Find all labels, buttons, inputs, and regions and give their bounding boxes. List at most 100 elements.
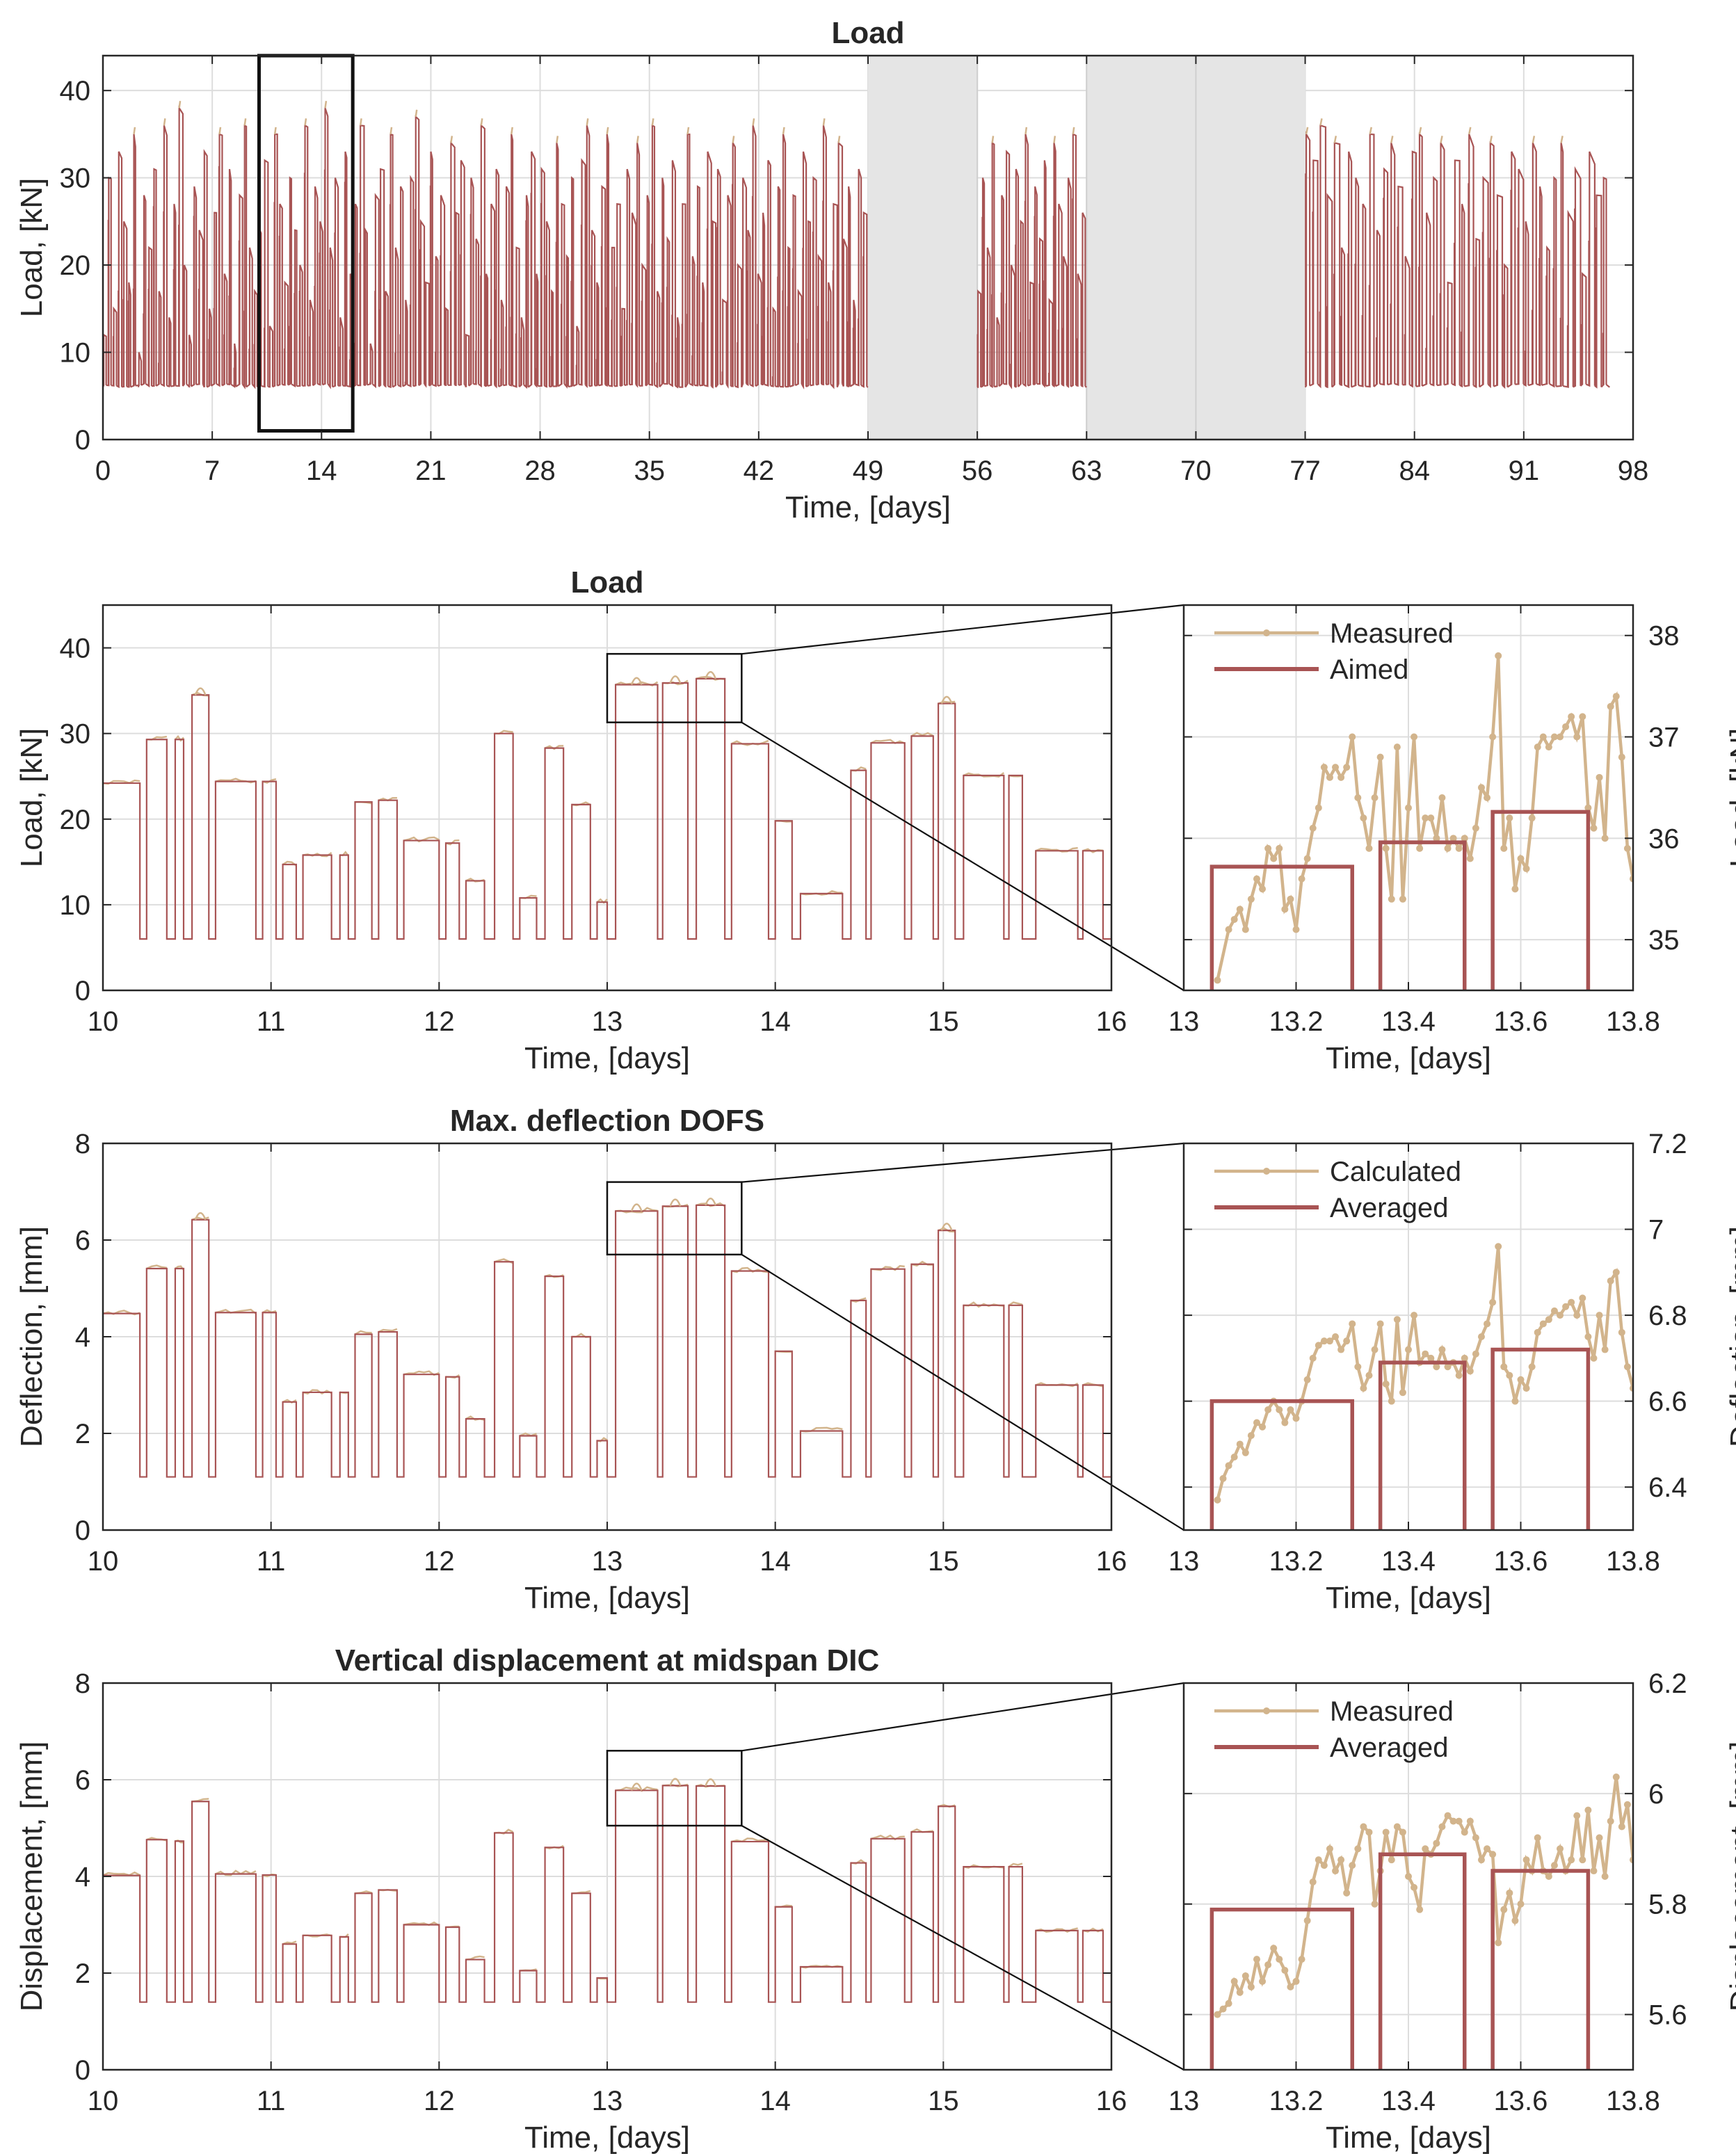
measured-point <box>1354 794 1362 801</box>
measured-point <box>1326 1337 1333 1345</box>
measured-overshoot <box>194 687 207 695</box>
measured-point <box>1444 844 1452 852</box>
x-tick-label: 13.8 <box>1606 2086 1660 2116</box>
zoom-connector-line <box>741 1253 1184 1531</box>
measured-point <box>1230 915 1238 923</box>
load-detail-axes <box>102 604 1184 991</box>
measured-point <box>1444 1363 1452 1371</box>
measured-point <box>1416 844 1424 852</box>
measured-point <box>1590 1867 1598 1875</box>
aimed-series-line <box>103 1204 1111 1478</box>
measured-point <box>1281 1967 1289 1974</box>
measured-point <box>1623 844 1631 852</box>
y-tick-label: 40 <box>60 76 91 106</box>
x-tick-label: 0 <box>95 456 111 486</box>
x-tick-label: 63 <box>1071 456 1102 486</box>
measured-point <box>1270 1945 1278 1952</box>
measured-point <box>1550 1862 1558 1869</box>
deflection-inset-axes: Calculated Averaged <box>1183 1143 1634 1530</box>
y-tick-label: 0 <box>75 976 90 1006</box>
measured-point <box>1455 1817 1463 1825</box>
zoom-box <box>606 1181 743 1256</box>
displacement-inset-axes: Measured Averaged <box>1183 1682 1634 2070</box>
y-tick-label: 6.4 <box>1648 1472 1687 1503</box>
measured-point <box>1214 976 1221 984</box>
measured-point <box>1506 814 1513 822</box>
measured-point <box>1596 1312 1603 1319</box>
y-axis-label: Displacement, [mm] <box>15 1741 49 2012</box>
x-tick-label: 13.8 <box>1606 1006 1660 1037</box>
x-tick-label: 16 <box>1096 2086 1127 2116</box>
measured-point <box>1410 1312 1418 1319</box>
measured-point <box>1332 764 1340 771</box>
y-tick-label: 20 <box>60 805 91 835</box>
measured-point <box>1399 1389 1406 1397</box>
measured-point <box>1534 1328 1541 1336</box>
measured-point <box>1259 1977 1267 1985</box>
averaged-block <box>1490 810 1591 990</box>
measured-point <box>1568 1856 1575 1864</box>
measured-point <box>1584 1806 1592 1814</box>
y-tick-label: 5.6 <box>1648 2000 1687 2031</box>
measured-point <box>1568 713 1575 721</box>
y-tick-label: 20 <box>60 250 91 281</box>
measured-point <box>1405 1346 1412 1353</box>
measured-point <box>1247 1983 1255 1990</box>
x-tick-label: 49 <box>853 456 884 486</box>
measured-point <box>1557 1845 1564 1853</box>
measured-point <box>1315 1856 1322 1864</box>
measured-point <box>1365 1371 1373 1379</box>
measured-point <box>1545 1316 1552 1324</box>
x-tick-label: 13.2 <box>1269 2086 1324 2116</box>
measured-point <box>1405 1873 1412 1880</box>
measured-point <box>1241 1972 1249 1979</box>
x-tick-label: 12 <box>424 1546 455 1577</box>
averaged-block <box>1490 1347 1591 1530</box>
measured-point <box>1287 895 1294 903</box>
measured-point <box>1360 1823 1367 1831</box>
measured-point <box>1399 1828 1406 1836</box>
measured-point <box>1612 1773 1620 1781</box>
averaged-block <box>1209 1907 1354 2070</box>
x-axis-label: Time, [days] <box>785 490 951 524</box>
measured-point <box>1461 835 1468 842</box>
aimed-series-line <box>103 677 1111 940</box>
x-tick-label: 15 <box>928 2086 959 2116</box>
measured-point <box>1337 1856 1345 1864</box>
y-tick-label: 2 <box>75 1958 90 1989</box>
x-tick-label: 42 <box>744 456 775 486</box>
x-tick-label: 13 <box>592 2086 623 2116</box>
measured-point <box>1236 1988 1244 1996</box>
measured-point <box>1607 702 1614 710</box>
x-tick-label: 13.4 <box>1381 2086 1436 2116</box>
measured-point <box>1315 804 1322 812</box>
measured-point <box>1618 1823 1625 1831</box>
measured-point <box>1477 784 1485 791</box>
x-tick-label: 13.4 <box>1381 1546 1436 1577</box>
measured-point <box>1287 1983 1294 1990</box>
zoom-connector-line <box>741 604 1184 655</box>
measured-point <box>1225 2000 1232 2007</box>
measured-point <box>1303 1917 1311 1924</box>
y-tick-label: 2 <box>75 1419 90 1449</box>
deflection-detail-axes <box>102 1142 1184 1531</box>
x-axis-label: Time, [days] <box>1326 1041 1491 1075</box>
measured-point <box>1601 1873 1609 1880</box>
averaged-block <box>1209 1399 1354 1530</box>
measured-point <box>1219 2005 1227 2013</box>
measured-point <box>1332 1867 1340 1875</box>
x-tick-label: 13.4 <box>1381 1006 1436 1037</box>
y-tick-label: 10 <box>60 890 91 921</box>
y-tick-label: 5.8 <box>1648 1890 1687 1920</box>
measured-overshoot <box>705 670 717 679</box>
measured-point <box>1382 1380 1390 1387</box>
x-tick-label: 12 <box>424 2086 455 2116</box>
measured-point <box>1579 713 1586 721</box>
measured-point <box>1253 1956 1260 1963</box>
y-axis-label: Deflection, [mm] <box>1724 1226 1736 1447</box>
measured-point <box>1247 1432 1255 1440</box>
measured-point <box>1545 743 1552 751</box>
measured-point <box>1612 1269 1620 1276</box>
measured-point <box>1388 1397 1395 1405</box>
measured-point <box>1399 895 1406 903</box>
